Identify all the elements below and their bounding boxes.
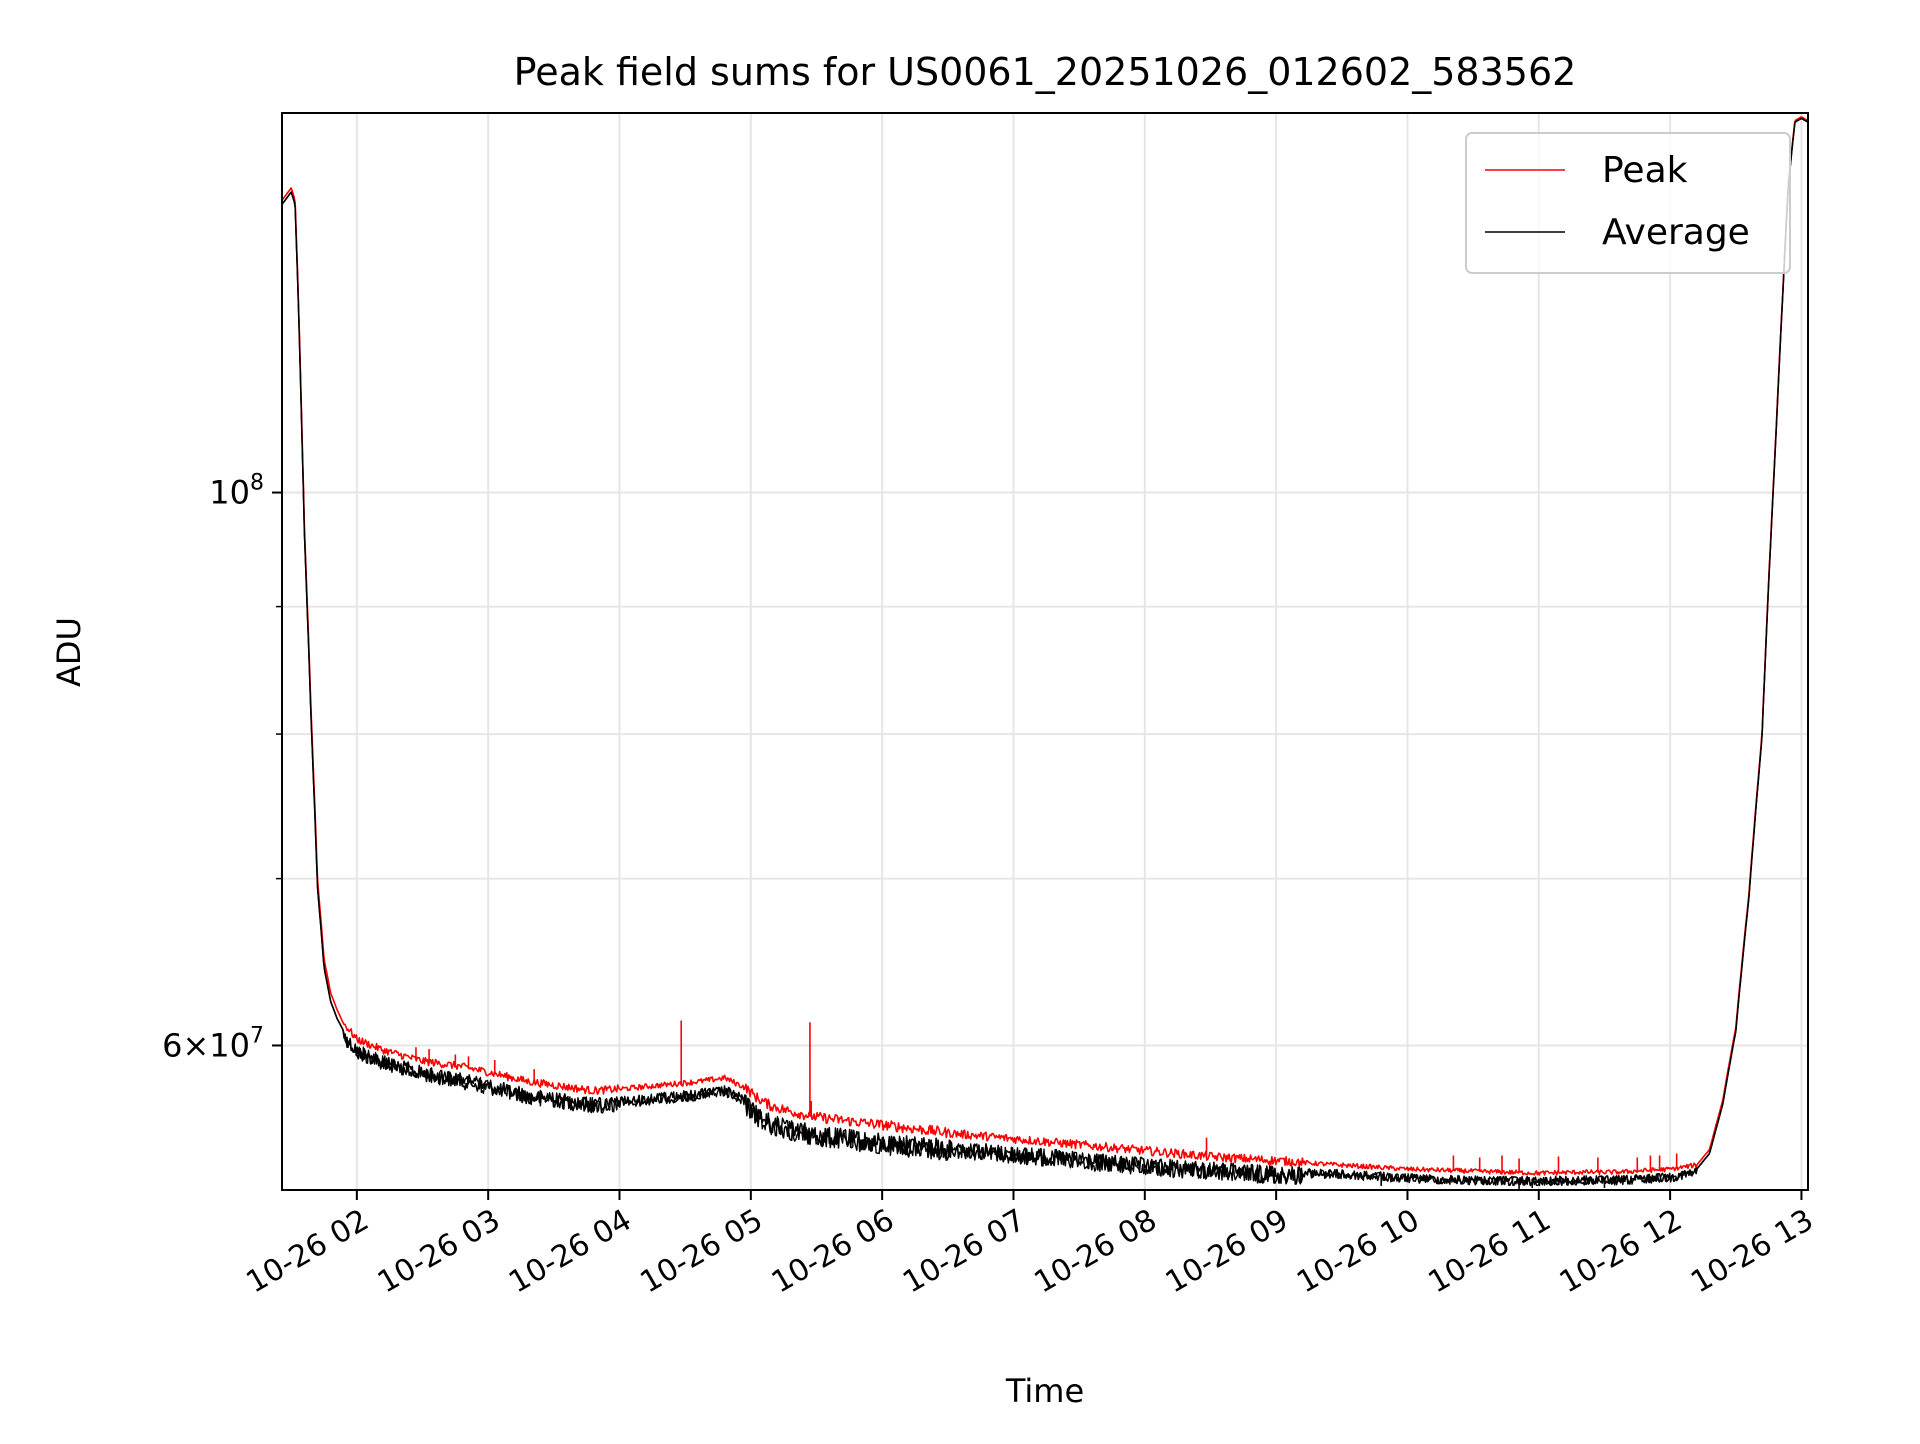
grid-layer [282,113,1808,1190]
y-tick-label-base: 6×10 [162,1026,250,1064]
plot-frame [281,112,1809,1191]
legend-peak-label: Peak [1602,150,1688,191]
series-average-line-overlay [281,117,1809,1187]
legend: Peak Average [1465,132,1791,274]
y-tick-label: 108 [209,471,264,512]
y-axis-ticks: 108 6×107 [162,471,282,1064]
x-axis-label: Time [1005,1372,1084,1410]
y-tick-label: 6×107 [162,1023,264,1064]
y-tick-label-exponent: 7 [250,1023,264,1048]
series-peak-line [281,116,1809,1176]
y-axis-label: ADU [50,617,88,687]
y-tick-label-base: 10 [209,474,250,512]
y-tick-label-exponent: 8 [250,471,264,496]
legend-average-label: Average [1602,212,1750,253]
peak-series-layer [281,116,1809,1190]
legend-box [1465,132,1791,274]
chart-title: Peak field sums for US0061_20251026_0126… [514,50,1577,94]
